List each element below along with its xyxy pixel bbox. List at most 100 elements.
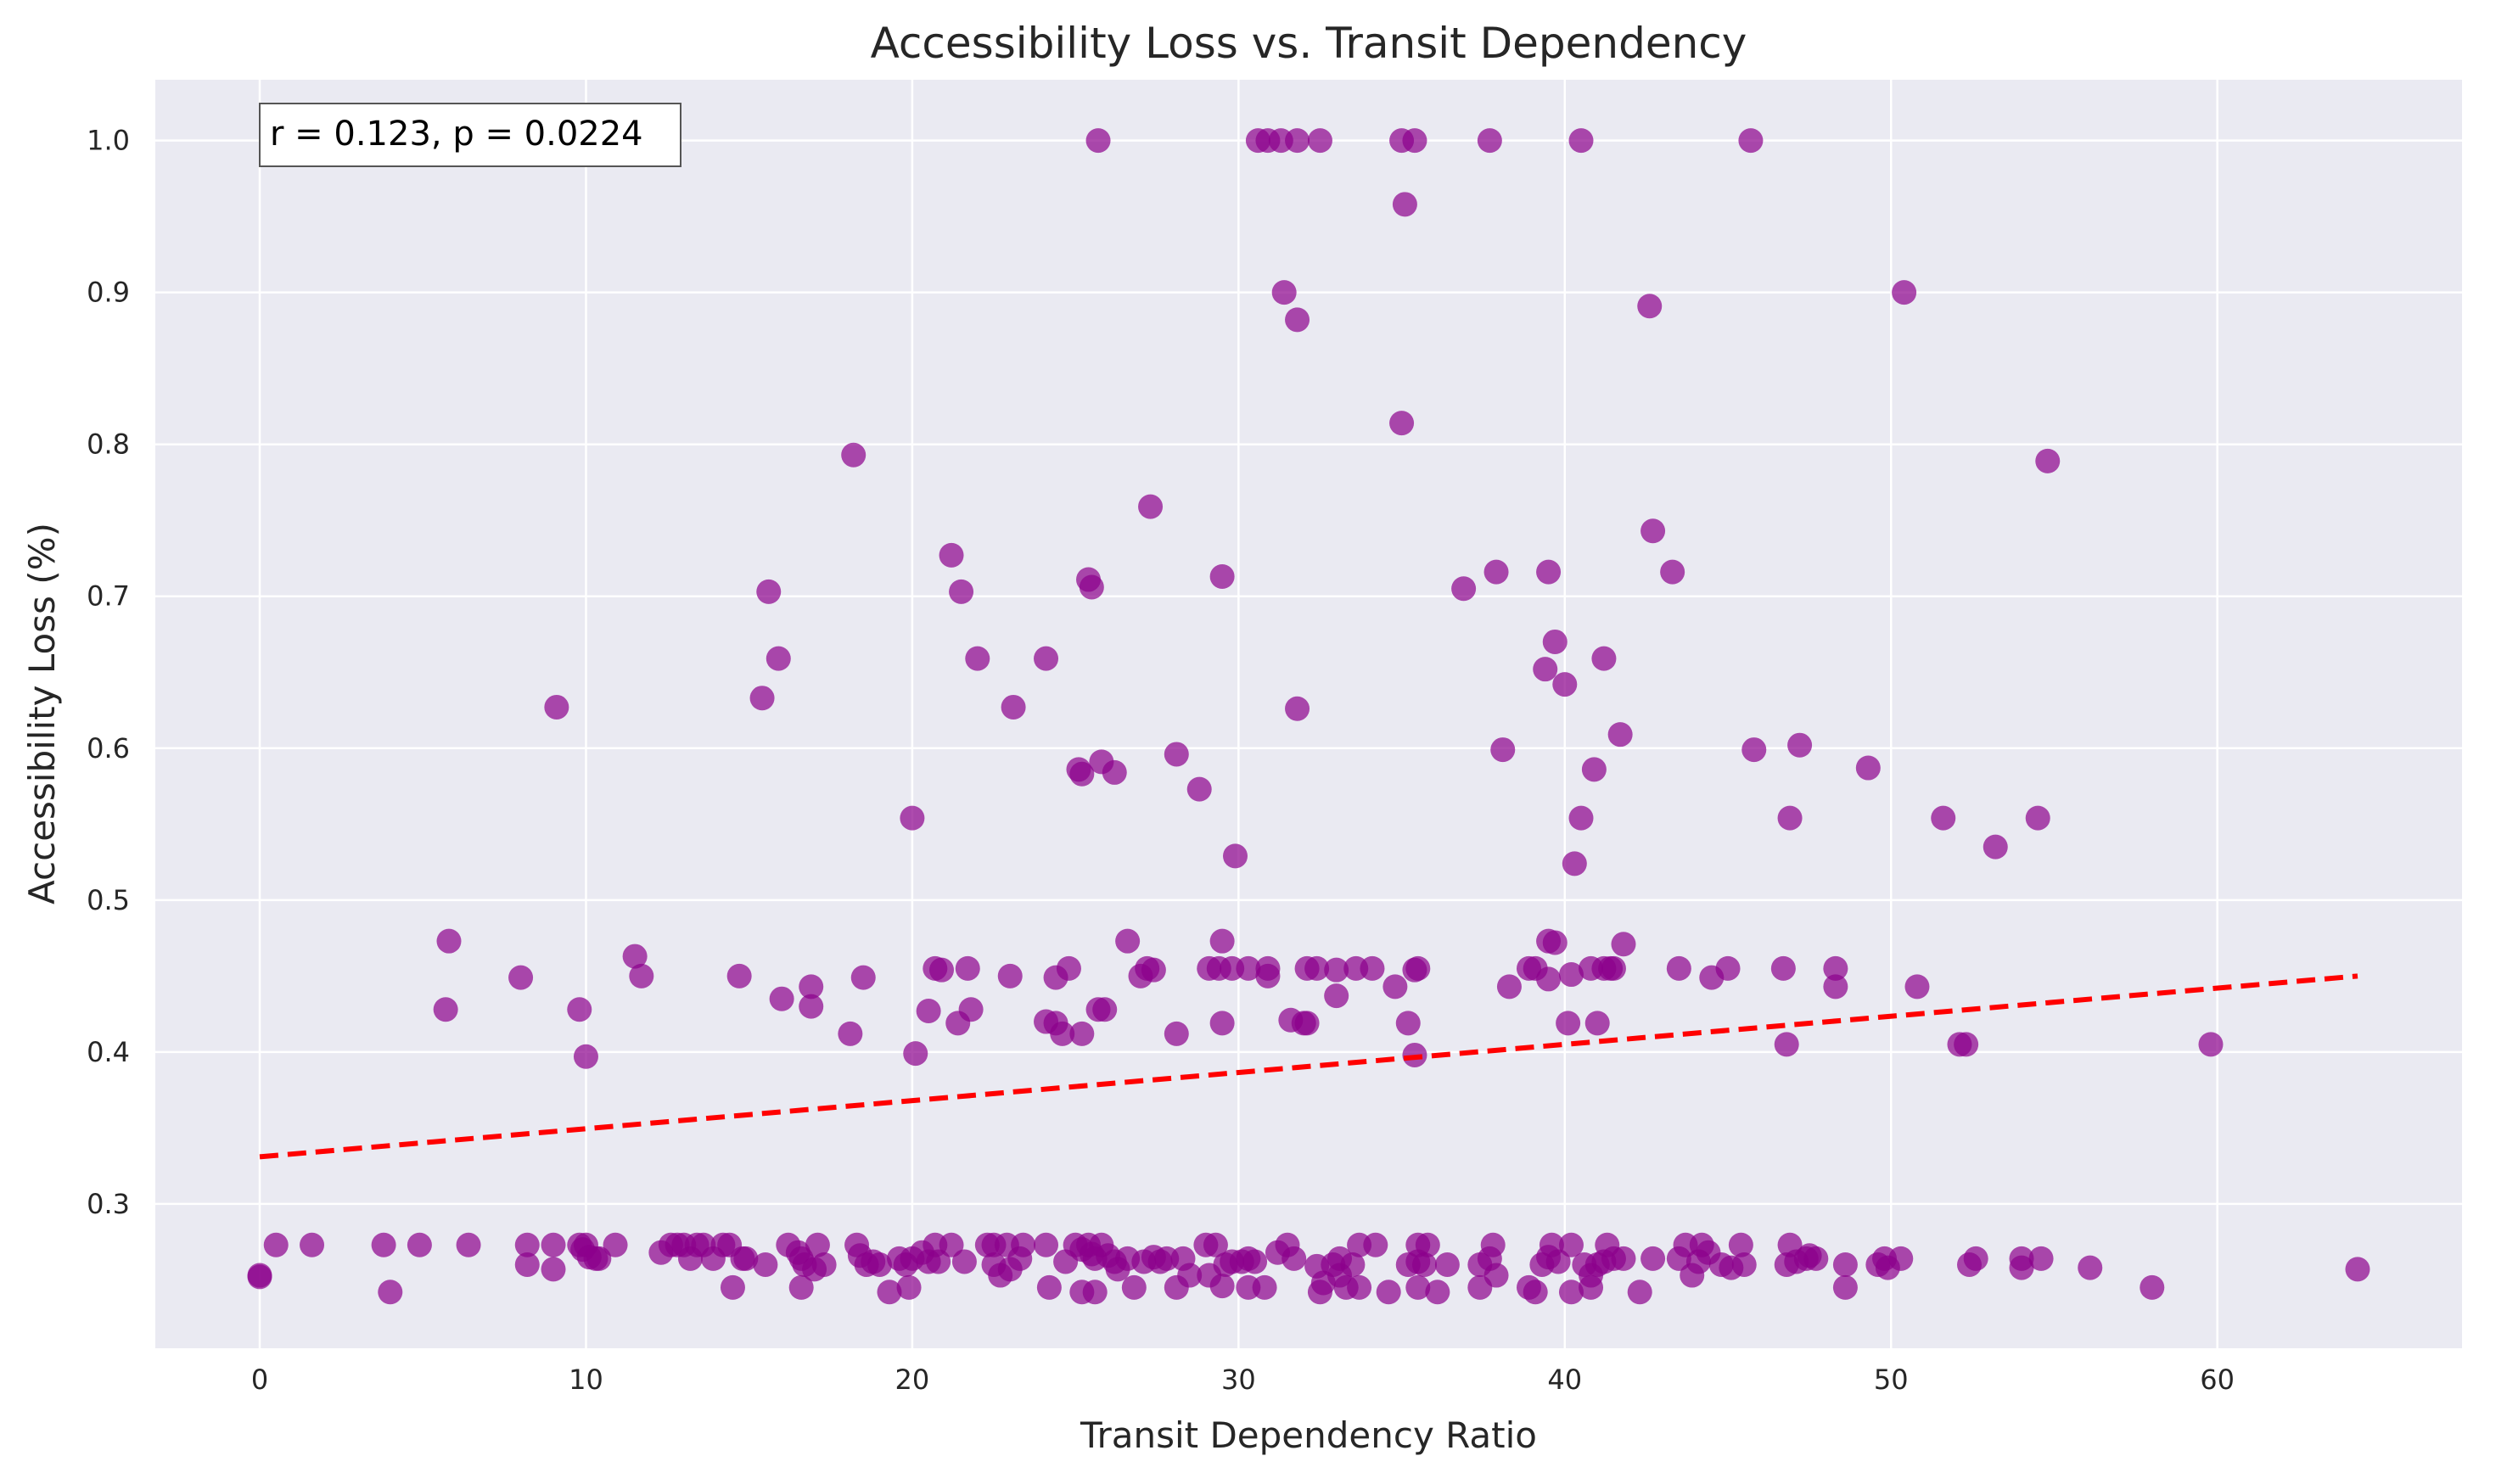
data-point — [1892, 280, 1917, 305]
data-point — [1832, 1274, 1858, 1300]
data-point — [1121, 1274, 1147, 1300]
data-point — [1069, 1021, 1095, 1046]
data-point — [1558, 1232, 1584, 1257]
data-point — [1363, 1232, 1388, 1257]
grid-lines — [155, 80, 2462, 1348]
data-point — [1741, 737, 1767, 763]
data-point — [371, 1232, 396, 1257]
y-tick-label: 0.3 — [87, 1188, 130, 1220]
data-point — [903, 1041, 928, 1067]
data-point — [1490, 737, 1516, 763]
data-point — [1271, 280, 1297, 305]
data-point — [1584, 1011, 1610, 1036]
data-point — [1092, 997, 1118, 1022]
data-point — [1082, 1280, 1108, 1305]
data-point — [1823, 955, 1848, 981]
data-point — [1562, 851, 1587, 876]
data-point — [1034, 646, 1059, 671]
y-tick-label: 1.0 — [87, 125, 130, 157]
data-point — [629, 963, 654, 988]
data-point — [1324, 957, 1349, 983]
data-point — [433, 997, 458, 1022]
data-point — [1209, 563, 1235, 589]
data-point — [1480, 1232, 1506, 1257]
data-point — [965, 646, 990, 671]
data-point — [799, 994, 824, 1019]
data-point — [1904, 974, 1930, 1000]
data-point — [1347, 1274, 1372, 1300]
data-point — [1640, 1246, 1666, 1271]
data-point — [1666, 955, 1691, 981]
data-point — [753, 1252, 778, 1278]
data-point — [1715, 955, 1741, 981]
data-point — [900, 805, 925, 831]
data-point — [1607, 722, 1633, 748]
data-point — [1307, 128, 1332, 154]
x-tick-label: 60 — [2200, 1364, 2235, 1396]
data-point — [1079, 574, 1104, 600]
data-point — [955, 955, 980, 981]
data-point — [1164, 1021, 1189, 1046]
data-point — [2198, 1032, 2224, 1057]
data-point — [1285, 696, 1310, 721]
data-point — [1405, 955, 1431, 981]
data-point — [1660, 559, 1685, 585]
data-point — [850, 965, 876, 990]
data-point — [2009, 1255, 2034, 1280]
data-point — [407, 1232, 432, 1257]
data-point — [1627, 1280, 1652, 1305]
data-point — [929, 957, 955, 983]
data-point — [1405, 1274, 1431, 1300]
data-point — [1523, 1280, 1548, 1305]
data-point — [1483, 559, 1509, 585]
data-point — [1389, 411, 1415, 436]
data-point — [1536, 966, 1562, 992]
data-point — [1203, 1232, 1228, 1257]
data-point — [1536, 559, 1562, 585]
data-point — [838, 1021, 863, 1046]
data-point — [1411, 1252, 1437, 1278]
data-point — [1392, 192, 1417, 217]
plot-area — [155, 80, 2462, 1348]
y-tick-label: 0.7 — [87, 580, 130, 613]
data-point — [769, 986, 794, 1011]
trend-line — [259, 973, 2358, 1160]
y-tick-label: 0.8 — [87, 428, 130, 461]
data-point — [958, 997, 984, 1022]
data-point — [1552, 672, 1578, 697]
data-point — [1242, 1249, 1268, 1274]
y-tick-label: 0.4 — [87, 1036, 130, 1068]
data-point — [263, 1232, 289, 1257]
data-point — [1255, 963, 1281, 988]
x-tick-label: 40 — [1547, 1364, 1582, 1396]
data-point — [1282, 1246, 1307, 1271]
data-point — [603, 1232, 628, 1257]
data-point — [1376, 1280, 1401, 1305]
x-tick-label: 10 — [569, 1364, 603, 1396]
data-point — [436, 928, 462, 954]
data-point — [586, 1246, 612, 1271]
data-point — [788, 1274, 814, 1300]
data-point — [1209, 1274, 1235, 1299]
data-point — [541, 1232, 566, 1257]
data-point — [1728, 1232, 1753, 1257]
data-point — [1382, 974, 1408, 1000]
data-point — [756, 579, 782, 604]
data-point — [1036, 1274, 1062, 1300]
data-point — [916, 999, 941, 1024]
data-point — [896, 1274, 922, 1300]
data-point — [1360, 955, 1385, 981]
data-point — [247, 1264, 272, 1290]
data-point — [2140, 1274, 2165, 1300]
data-point — [1001, 694, 1026, 720]
annotation-text: r = 0.123, p = 0.0224 — [270, 115, 643, 154]
data-point — [622, 944, 648, 969]
data-points — [247, 128, 2370, 1305]
data-point — [1451, 576, 1477, 602]
data-point — [811, 1252, 837, 1278]
y-tick-label: 0.5 — [87, 884, 130, 916]
correlation-annotation: r = 0.123, p = 0.0224 — [259, 103, 681, 167]
data-point — [1803, 1246, 1829, 1271]
data-point — [1425, 1280, 1450, 1305]
data-point — [1774, 1032, 1799, 1057]
